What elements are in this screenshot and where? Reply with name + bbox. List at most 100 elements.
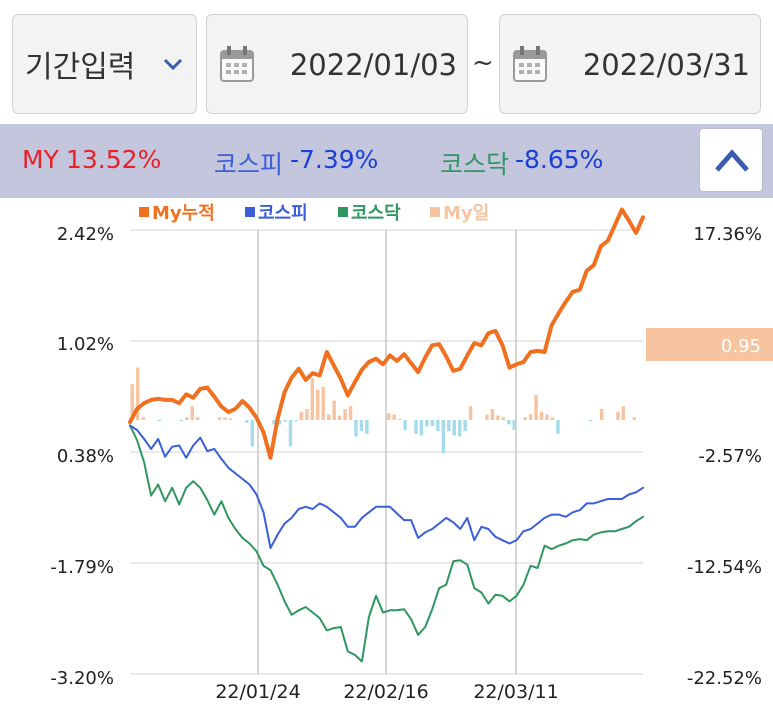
- daily-return-bar: [157, 420, 162, 422]
- daily-return-bar: [397, 418, 402, 420]
- daily-return-bar: [130, 384, 134, 420]
- daily-return-bar: [365, 420, 369, 434]
- daily-return-bar: [632, 417, 637, 420]
- right-axis-tick: -22.52%: [687, 668, 762, 689]
- returns-chart: 2.42% 1.02% 0.38% -1.79% -3.20% 17.36% -2.57% -…: [50, 203, 773, 703]
- daily-return-bar: [250, 420, 255, 447]
- legend-entry: My누적: [152, 203, 215, 224]
- daily-return-bar: [299, 411, 304, 420]
- date-range-separator: ~: [472, 48, 494, 78]
- start-date-field[interactable]: 2022/01/03: [206, 14, 468, 114]
- return-summary-bar: MY 13.52% 코스피 -7.39% 코스닥 -8.65%: [0, 124, 773, 198]
- daily-return-bar: [354, 420, 358, 437]
- daily-return-bar: [539, 411, 544, 420]
- daily-return-bar: [523, 417, 527, 420]
- left-axis-tick: 0.38%: [57, 446, 114, 467]
- period-select-label: 기간입력: [25, 50, 136, 85]
- kospi-line: [129, 424, 644, 549]
- left-axis-tick: 2.42%: [57, 224, 114, 245]
- daily-return-bar: [403, 420, 407, 430]
- end-date-field[interactable]: 2022/03/31: [499, 14, 761, 114]
- x-axis-tick: 22/03/11: [473, 681, 558, 703]
- daily-return-bar: [414, 420, 418, 434]
- daily-return-bar: [512, 420, 516, 430]
- daily-return-bar: [496, 415, 500, 420]
- daily-return-bar: [621, 406, 626, 420]
- daily-return-bar: [228, 418, 233, 420]
- kospi-return-value: -7.39%: [290, 145, 379, 174]
- daily-return-bar: [436, 420, 440, 432]
- daily-return-bar: [245, 420, 249, 423]
- daily-return-bar: [305, 408, 309, 420]
- daily-return-bar: [348, 406, 353, 420]
- kosdaq-return-value: -8.65%: [515, 145, 604, 174]
- chevron-down-icon: [163, 58, 183, 71]
- daily-return-bar: [359, 420, 364, 432]
- period-select[interactable]: 기간입력: [12, 14, 197, 114]
- daily-return-bar: [599, 408, 604, 420]
- filter-bar: 기간입력 2022/01/03 ~ 2022/03/31: [0, 0, 773, 124]
- daily-return-bar: [310, 378, 315, 420]
- daily-return-bar: [332, 400, 336, 420]
- my-return-value: 13.52%: [66, 145, 162, 174]
- daily-return-bar: [534, 395, 538, 420]
- legend-swatch: [245, 207, 255, 217]
- daily-return-bar: [387, 413, 391, 420]
- daily-return-bar: [195, 417, 200, 420]
- daily-return-bar: [452, 420, 456, 436]
- left-axis-tick: -3.20%: [50, 668, 114, 689]
- legend-swatch: [430, 207, 440, 217]
- daily-return-bar: [430, 420, 435, 427]
- legend-swatch: [139, 207, 149, 217]
- daily-return-bar: [321, 386, 325, 420]
- daily-return-bar: [190, 406, 194, 420]
- daily-return-bar: [485, 414, 489, 420]
- daily-return-bar: [316, 389, 320, 420]
- daily-return-bar: [616, 411, 620, 420]
- kosdaq-line: [129, 424, 644, 663]
- daily-return-bar: [425, 420, 429, 427]
- daily-return-bar: [179, 420, 184, 422]
- daily-return-bar: [490, 408, 495, 420]
- daily-return-bar: [528, 414, 533, 420]
- x-axis-tick: 22/01/24: [215, 681, 300, 703]
- collapse-button[interactable]: [699, 128, 763, 192]
- daily-return-bar: [283, 420, 287, 422]
- daily-return-bar: [588, 420, 593, 422]
- kospi-return-label: 코스피: [214, 150, 284, 179]
- start-date-value: 2022/01/03: [289, 48, 457, 82]
- highlight-value-text: 0.95: [721, 336, 761, 357]
- daily-return-bar: [294, 420, 298, 422]
- calendar-icon: [220, 46, 254, 82]
- daily-return-bar: [419, 420, 424, 436]
- my-return-label: MY: [22, 145, 59, 174]
- daily-return-bar: [463, 420, 467, 432]
- daily-return-bar: [217, 417, 222, 420]
- left-axis-tick: 1.02%: [57, 334, 114, 355]
- daily-return-bar: [272, 420, 276, 425]
- daily-return-bar: [550, 417, 555, 420]
- daily-return-bar: [556, 420, 560, 434]
- legend-entry: My일: [443, 203, 489, 224]
- chevron-up-icon: [715, 149, 749, 172]
- right-axis-tick: 17.36%: [693, 224, 762, 245]
- highlight-value-badge: [646, 328, 773, 361]
- daily-return-bar: [392, 414, 396, 420]
- daily-return-bar: [441, 420, 446, 454]
- daily-return-bar: [501, 417, 506, 420]
- kosdaq-return-label: 코스닥: [440, 150, 510, 179]
- legend-entry: 코스닥: [351, 203, 401, 224]
- daily-return-bar: [457, 420, 462, 437]
- daily-return-bar: [141, 417, 145, 420]
- right-axis-tick: -12.54%: [687, 557, 762, 578]
- legend-swatch: [338, 207, 348, 217]
- legend-entry: 코스피: [258, 203, 308, 224]
- daily-return-bar: [277, 420, 282, 425]
- calendar-icon: [513, 46, 547, 82]
- left-axis-tick: -1.79%: [50, 557, 114, 578]
- daily-return-bar: [288, 420, 293, 447]
- daily-return-bar: [185, 417, 189, 420]
- daily-return-bar: [507, 420, 511, 425]
- daily-return-bar: [545, 414, 549, 420]
- right-axis-tick: -2.57%: [698, 446, 762, 467]
